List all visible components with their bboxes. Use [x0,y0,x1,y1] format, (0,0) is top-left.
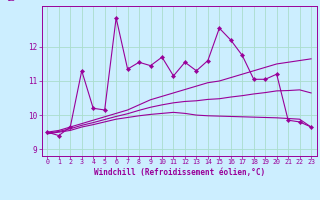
X-axis label: Windchill (Refroidissement éolien,°C): Windchill (Refroidissement éolien,°C) [94,168,265,177]
Text: 13: 13 [6,0,15,3]
